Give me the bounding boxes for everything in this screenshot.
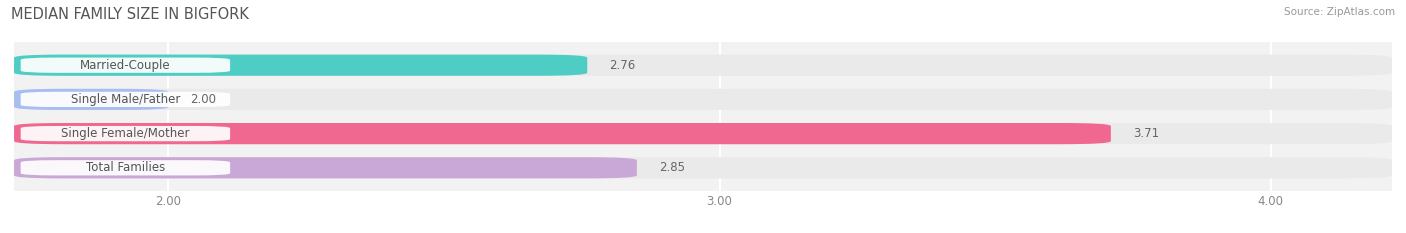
FancyBboxPatch shape [14,55,588,76]
Text: MEDIAN FAMILY SIZE IN BIGFORK: MEDIAN FAMILY SIZE IN BIGFORK [11,7,249,22]
FancyBboxPatch shape [21,58,231,73]
Text: 2.00: 2.00 [190,93,217,106]
FancyBboxPatch shape [21,92,231,107]
FancyBboxPatch shape [14,55,1392,76]
Text: Single Female/Mother: Single Female/Mother [60,127,190,140]
Text: 2.76: 2.76 [609,59,636,72]
FancyBboxPatch shape [14,157,1392,178]
Text: Married-Couple: Married-Couple [80,59,170,72]
FancyBboxPatch shape [14,89,1392,110]
Text: Source: ZipAtlas.com: Source: ZipAtlas.com [1284,7,1395,17]
FancyBboxPatch shape [14,123,1111,144]
FancyBboxPatch shape [14,123,1392,144]
Text: 3.71: 3.71 [1133,127,1159,140]
Text: Single Male/Father: Single Male/Father [70,93,180,106]
FancyBboxPatch shape [21,126,231,141]
FancyBboxPatch shape [14,89,169,110]
Text: Total Families: Total Families [86,161,165,174]
FancyBboxPatch shape [21,160,231,175]
FancyBboxPatch shape [14,157,637,178]
Text: 2.85: 2.85 [659,161,685,174]
